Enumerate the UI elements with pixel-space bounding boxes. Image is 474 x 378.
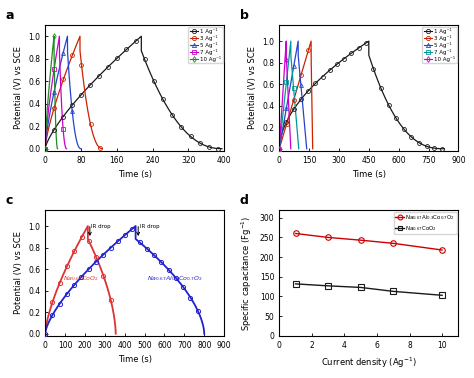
- Y-axis label: Potential (V) vs SCE: Potential (V) vs SCE: [248, 46, 257, 129]
- Text: a: a: [6, 9, 14, 22]
- Legend: 1 Ag⁻¹, 3 Ag⁻¹, 5 Ag⁻¹, 7 Ag⁻¹, 10 Ag⁻¹: 1 Ag⁻¹, 3 Ag⁻¹, 5 Ag⁻¹, 7 Ag⁻¹, 10 Ag⁻¹: [188, 26, 222, 63]
- Y-axis label: Specific capacitance (Fg$^{-1}$): Specific capacitance (Fg$^{-1}$): [240, 215, 254, 331]
- Text: IR drop: IR drop: [140, 224, 159, 229]
- Text: c: c: [6, 194, 13, 206]
- X-axis label: Time (s): Time (s): [352, 170, 386, 179]
- Legend: 1 Ag⁻¹, 3 Ag⁻¹, 5 Ag⁻¹, 7 Ag⁻¹, 10 Ag⁻¹: 1 Ag⁻¹, 3 Ag⁻¹, 5 Ag⁻¹, 7 Ag⁻¹, 10 Ag⁻¹: [422, 26, 456, 63]
- Text: Na$_{0.67}$CoO$_2$: Na$_{0.67}$CoO$_2$: [63, 274, 99, 283]
- X-axis label: Time (s): Time (s): [118, 355, 152, 364]
- Y-axis label: Potential (V) vs SCE: Potential (V) vs SCE: [14, 231, 23, 314]
- Y-axis label: Potential (V) vs SCE: Potential (V) vs SCE: [14, 46, 23, 129]
- Text: b: b: [240, 9, 249, 22]
- X-axis label: Time (s): Time (s): [118, 170, 152, 179]
- Text: d: d: [240, 194, 249, 206]
- X-axis label: Current density (Ag$^{-1}$): Current density (Ag$^{-1}$): [321, 355, 417, 370]
- Text: IR drop: IR drop: [91, 224, 111, 229]
- Legend: Na$_{0.67}$Al$_{0.3}$Co$_{0.7}$O$_2$, Na$_{0.67}$CoO$_2$: Na$_{0.67}$Al$_{0.3}$Co$_{0.7}$O$_2$, Na…: [394, 212, 456, 234]
- Text: Na$_{0.67}$Al$_{0.3}$Co$_{0.7}$O$_2$: Na$_{0.67}$Al$_{0.3}$Co$_{0.7}$O$_2$: [146, 274, 202, 283]
